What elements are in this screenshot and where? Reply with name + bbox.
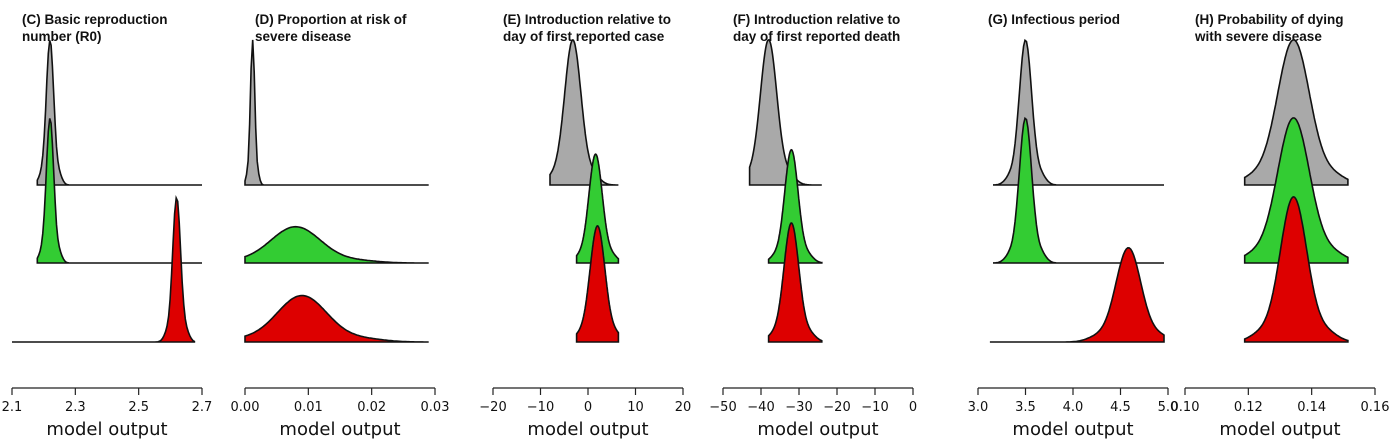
x-axis-title: model output (279, 419, 400, 440)
x-axis-title: model output (527, 419, 648, 440)
x-axis-title: model output (1219, 419, 1340, 440)
panel-title: number (R0) (22, 29, 102, 44)
x-tick-label: 3.5 (1015, 400, 1036, 415)
ridge-area-3 (12, 198, 194, 342)
x-tick-label: 3.0 (968, 400, 989, 415)
x-axis-title: model output (757, 419, 878, 440)
x-tick-label: 0.16 (1361, 400, 1390, 415)
panel-title: day of first reported case (503, 29, 665, 44)
ridge-area-3 (245, 296, 429, 342)
panel-title: with severe disease (1194, 29, 1322, 44)
x-tick-label: −10 (861, 400, 888, 415)
x-tick-label: 4.5 (1110, 400, 1131, 415)
x-axis-title: model output (46, 419, 167, 440)
x-tick-label: −50 (709, 400, 736, 415)
x-tick-label: 2.3 (65, 400, 86, 415)
panel-title: (C) Basic reproduction (22, 12, 168, 27)
panel-title: (H) Probability of dying (1195, 12, 1344, 27)
ridge-area-1 (750, 40, 822, 185)
x-tick-label: 10 (627, 400, 644, 415)
panel-3: (E) Introduction relative to day of first… (479, 12, 691, 440)
x-tick-label: 0 (584, 400, 592, 415)
ridge-area-1 (37, 40, 202, 185)
panel-title: (E) Introduction relative to (503, 12, 671, 27)
x-tick-label: −30 (785, 400, 812, 415)
panel-title: (D) Proportion at risk of (255, 12, 407, 27)
x-tick-label: −20 (823, 400, 850, 415)
ridge-area-2 (245, 227, 429, 263)
panel-1: (C) Basic reproduction number (R0) 2.1 2.3… (2, 12, 213, 440)
panels: (C) Basic reproduction number (R0) 2.1 2.3… (2, 12, 1390, 440)
panel-2: (D) Proportion at risk of severe disease 0… (231, 12, 450, 440)
ridge-area-3 (1245, 197, 1348, 342)
x-tick-label: −20 (479, 400, 506, 415)
x-tick-label: 4.0 (1063, 400, 1084, 415)
x-tick-label: 0.00 (231, 400, 260, 415)
x-tick-label: −40 (747, 400, 774, 415)
x-tick-label: 0.02 (357, 400, 386, 415)
panel-4: (F) Introduction relative to day of first… (709, 12, 917, 440)
panel-title: day of first reported death (733, 29, 900, 44)
ridge-area-1 (245, 40, 429, 185)
x-tick-label: 0.03 (421, 400, 450, 415)
panel-title: severe disease (255, 29, 352, 44)
x-tick-label: 2.5 (128, 400, 149, 415)
x-axis-title: model output (1012, 419, 1133, 440)
x-tick-label: 0.10 (1171, 400, 1200, 415)
x-tick-label: 2.7 (192, 400, 213, 415)
panel-6: (H) Probability of dying with severe dise… (1171, 12, 1390, 440)
x-tick-label: 2.1 (2, 400, 23, 415)
ridge-area-1 (550, 40, 618, 185)
x-tick-label: 20 (675, 400, 692, 415)
x-tick-label: 0.12 (1234, 400, 1263, 415)
panel-title: (F) Introduction relative to (733, 12, 900, 27)
x-tick-label: 0 (909, 400, 917, 415)
x-tick-label: −10 (527, 400, 554, 415)
ridge-area-3 (769, 223, 822, 342)
panel-title: (G) Infectious period (988, 12, 1120, 27)
x-tick-label: 0.14 (1297, 400, 1326, 415)
x-tick-label: 0.01 (294, 400, 323, 415)
